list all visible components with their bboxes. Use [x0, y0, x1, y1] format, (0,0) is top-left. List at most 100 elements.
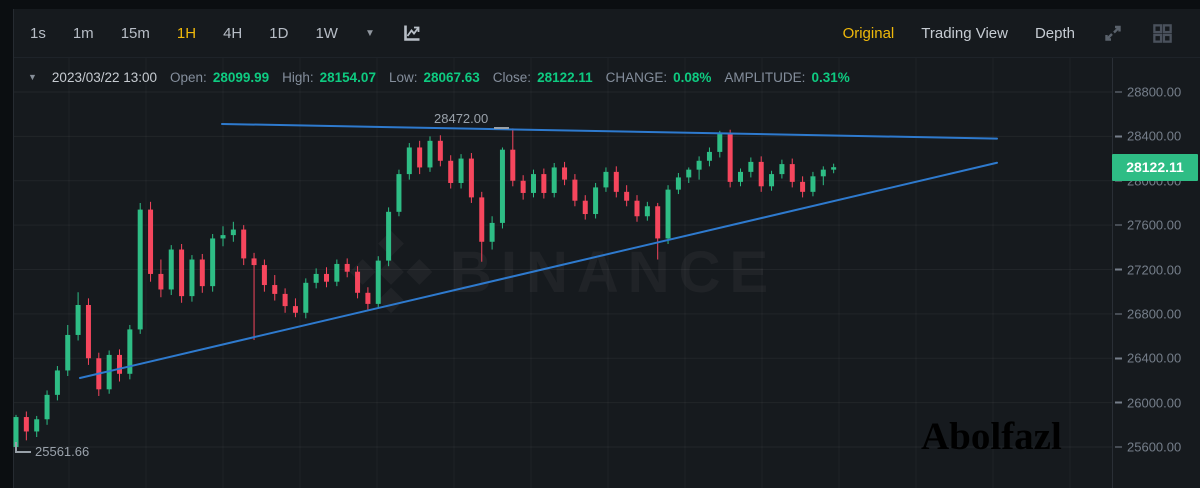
timeframe-1D[interactable]: 1D	[269, 24, 289, 42]
tick-mark	[1115, 401, 1122, 404]
timeframe-4H[interactable]: 4H	[223, 24, 243, 42]
tick-label: 28800.00	[1127, 84, 1182, 100]
candle-body	[406, 147, 412, 175]
candle-body	[551, 167, 557, 193]
candle-body	[303, 282, 309, 313]
candle-body	[85, 305, 91, 359]
tick-label: 27600.00	[1127, 217, 1182, 233]
candle-body	[282, 293, 288, 307]
price-tick: 27600.00	[1115, 218, 1181, 233]
candle-body	[158, 273, 164, 290]
ohlc-value: 0.31%	[811, 69, 850, 85]
candle-body	[686, 169, 692, 178]
candle-body	[261, 265, 267, 286]
chevron-down-icon[interactable]: ▼	[28, 72, 37, 82]
layout-grid-icon[interactable]	[1151, 22, 1174, 45]
ohlc-item-low: Low: 28067.63	[389, 70, 480, 85]
candle-body	[241, 229, 247, 259]
ohlc-value: 0.08%	[673, 69, 712, 85]
watermark: BINANCE	[348, 224, 777, 320]
candle-body	[355, 271, 361, 293]
tick-label: 26800.00	[1127, 306, 1182, 322]
candle-body	[189, 259, 195, 297]
chevron-down-icon[interactable]: ▼	[364, 27, 375, 39]
price-tick: 26800.00	[1115, 306, 1181, 321]
ohlc-label: CHANGE:	[605, 69, 668, 85]
candle-body	[800, 181, 806, 192]
candle-body	[448, 160, 454, 183]
price-tick: 28400.00	[1115, 129, 1181, 144]
candle-body	[758, 161, 764, 187]
price-tick: 25600.00	[1115, 440, 1181, 455]
candle-body	[531, 174, 536, 193]
view-tab-depth[interactable]: Depth	[1034, 24, 1075, 42]
candle-body	[251, 258, 257, 266]
timeframe-1W[interactable]: 1W	[315, 24, 338, 42]
candle-body	[427, 140, 433, 168]
trendline[interactable]	[221, 122, 998, 140]
candle-body	[624, 191, 630, 201]
candle-body	[34, 419, 40, 432]
kline-chart-icon[interactable]	[402, 23, 422, 43]
candle-body	[44, 394, 50, 420]
candle-body	[706, 151, 712, 161]
ohlc-item-amplitude: AMPLITUDE: 0.31%	[724, 70, 849, 85]
view-tab-original[interactable]: Original	[842, 24, 895, 42]
timeframe-1s[interactable]: 1s	[30, 24, 46, 42]
trendline[interactable]	[79, 161, 998, 379]
tick-label: 26400.00	[1127, 350, 1182, 366]
candle-body	[417, 147, 423, 168]
candle-timestamp: 2023/03/22 13:00	[51, 69, 158, 85]
tick-label: 27200.00	[1127, 262, 1182, 277]
view-tab-trading-view[interactable]: Trading View	[921, 24, 1008, 42]
timeframe-1m[interactable]: 1m	[72, 24, 94, 42]
timeframe-1H[interactable]: 1H	[176, 24, 197, 42]
candle-body	[717, 133, 723, 152]
candle-body	[313, 273, 319, 283]
price-axis[interactable]: 28800.00 28400.00 28000.00 27600.00 27200.00…	[1112, 58, 1200, 488]
candle-body	[696, 160, 702, 170]
candle-body	[148, 209, 154, 274]
candle-body	[603, 171, 609, 188]
candle-body	[582, 200, 588, 215]
tick-mark	[1115, 313, 1122, 315]
tick-label: 26000.00	[1127, 395, 1182, 411]
watermark-text: BINANCE	[450, 239, 777, 306]
candle-body	[655, 206, 661, 239]
candle-body	[117, 354, 122, 374]
candle-body	[675, 177, 681, 190]
tick-label: 25600.00	[1127, 439, 1182, 455]
candle-body	[789, 164, 795, 182]
tick-mark	[1115, 91, 1122, 93]
candle-body	[23, 417, 29, 432]
timeframe-15m[interactable]: 15m	[120, 24, 150, 42]
candle-body	[831, 167, 837, 170]
tick-mark	[1115, 268, 1122, 271]
candle-body	[468, 158, 474, 198]
price-tick: 27200.00	[1115, 262, 1181, 277]
ohlc-label: High:	[282, 69, 314, 85]
candle-body	[562, 167, 568, 180]
candle-body	[510, 149, 516, 181]
candle-body	[375, 260, 381, 304]
candle-body	[499, 149, 505, 223]
candle-body	[727, 133, 733, 182]
candle-body	[520, 180, 526, 193]
ohlc-item-open: Open: 28099.99	[170, 70, 269, 85]
expand-icon[interactable]	[1102, 22, 1124, 44]
candle-body	[613, 171, 619, 192]
ohlc-item-high: High: 28154.07	[282, 70, 376, 85]
candle-body	[810, 176, 816, 192]
candle-body	[75, 305, 81, 335]
price-tick: 26000.00	[1115, 395, 1181, 410]
candle-body	[65, 334, 71, 371]
candle-body	[210, 238, 216, 287]
tick-label: 28400.00	[1127, 128, 1182, 144]
candle-body	[572, 179, 578, 201]
candle-body	[324, 273, 329, 282]
ohlc-item-change: CHANGE: 0.08%	[606, 70, 712, 85]
candle-body	[665, 189, 671, 239]
candle-body	[230, 229, 236, 236]
